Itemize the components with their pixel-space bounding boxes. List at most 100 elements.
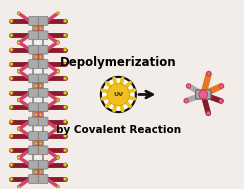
Circle shape (101, 77, 136, 112)
Circle shape (219, 99, 223, 103)
Circle shape (39, 112, 42, 115)
Circle shape (35, 85, 37, 88)
Text: UV: UV (113, 92, 123, 97)
Circle shape (17, 128, 20, 131)
Circle shape (10, 177, 13, 181)
Circle shape (35, 170, 37, 173)
FancyBboxPatch shape (196, 90, 211, 99)
Circle shape (17, 12, 20, 15)
FancyBboxPatch shape (29, 88, 38, 97)
FancyBboxPatch shape (29, 31, 38, 40)
FancyBboxPatch shape (38, 31, 48, 40)
Circle shape (17, 41, 20, 43)
Circle shape (35, 112, 37, 115)
FancyBboxPatch shape (29, 132, 38, 140)
FancyBboxPatch shape (29, 74, 38, 83)
FancyBboxPatch shape (38, 74, 48, 83)
Text: by Covalent Reaction: by Covalent Reaction (56, 125, 181, 135)
Circle shape (17, 70, 20, 73)
Circle shape (63, 163, 67, 166)
FancyBboxPatch shape (38, 88, 48, 97)
Circle shape (57, 127, 59, 130)
Circle shape (63, 105, 67, 109)
Circle shape (10, 120, 13, 123)
FancyBboxPatch shape (29, 117, 38, 126)
Text: Depolymerization: Depolymerization (60, 56, 177, 69)
Circle shape (57, 157, 59, 159)
FancyBboxPatch shape (38, 45, 48, 54)
Circle shape (39, 170, 42, 173)
Circle shape (17, 157, 20, 159)
Circle shape (17, 127, 20, 130)
Circle shape (10, 134, 13, 138)
Circle shape (63, 120, 67, 123)
Circle shape (17, 69, 20, 72)
Circle shape (39, 171, 42, 174)
Circle shape (35, 56, 37, 59)
Circle shape (35, 84, 37, 86)
Circle shape (63, 48, 67, 51)
Circle shape (17, 156, 20, 158)
Circle shape (39, 56, 42, 59)
Circle shape (35, 114, 37, 116)
Circle shape (63, 134, 67, 138)
Circle shape (10, 19, 13, 23)
Circle shape (63, 177, 67, 181)
Circle shape (57, 41, 59, 43)
Circle shape (63, 62, 67, 66)
Circle shape (57, 156, 59, 158)
Circle shape (57, 98, 59, 101)
Circle shape (10, 62, 13, 66)
Circle shape (206, 111, 211, 115)
FancyBboxPatch shape (29, 146, 38, 155)
Circle shape (17, 98, 20, 101)
Circle shape (219, 84, 224, 88)
Circle shape (35, 171, 37, 174)
Circle shape (17, 185, 20, 188)
Circle shape (39, 85, 42, 88)
Circle shape (63, 34, 67, 37)
FancyBboxPatch shape (38, 175, 48, 184)
Circle shape (186, 84, 191, 88)
FancyBboxPatch shape (38, 160, 48, 169)
FancyBboxPatch shape (29, 160, 38, 169)
Circle shape (57, 70, 59, 73)
Circle shape (39, 55, 42, 58)
Circle shape (10, 91, 13, 94)
FancyBboxPatch shape (38, 60, 48, 68)
Circle shape (184, 98, 188, 103)
FancyBboxPatch shape (38, 16, 48, 25)
Circle shape (107, 83, 130, 106)
Circle shape (10, 105, 13, 109)
FancyBboxPatch shape (38, 132, 48, 140)
Circle shape (10, 34, 13, 37)
Circle shape (57, 99, 59, 102)
Circle shape (35, 26, 37, 29)
Circle shape (39, 114, 42, 116)
Circle shape (63, 77, 67, 80)
Circle shape (63, 91, 67, 94)
FancyBboxPatch shape (38, 103, 48, 112)
FancyBboxPatch shape (38, 146, 48, 155)
Circle shape (199, 90, 208, 99)
Circle shape (35, 142, 37, 145)
FancyBboxPatch shape (38, 117, 48, 126)
Circle shape (35, 27, 37, 30)
Circle shape (57, 42, 59, 44)
Circle shape (57, 128, 59, 131)
Circle shape (39, 84, 42, 86)
FancyBboxPatch shape (29, 60, 38, 68)
Circle shape (207, 72, 211, 76)
Circle shape (57, 12, 59, 15)
Circle shape (10, 48, 13, 51)
FancyBboxPatch shape (29, 16, 38, 25)
FancyBboxPatch shape (29, 45, 38, 54)
FancyBboxPatch shape (29, 175, 38, 184)
Circle shape (39, 27, 42, 30)
Circle shape (57, 69, 59, 72)
Circle shape (35, 141, 37, 144)
Circle shape (57, 185, 59, 188)
Circle shape (17, 99, 20, 102)
Circle shape (39, 26, 42, 29)
Circle shape (10, 163, 13, 166)
